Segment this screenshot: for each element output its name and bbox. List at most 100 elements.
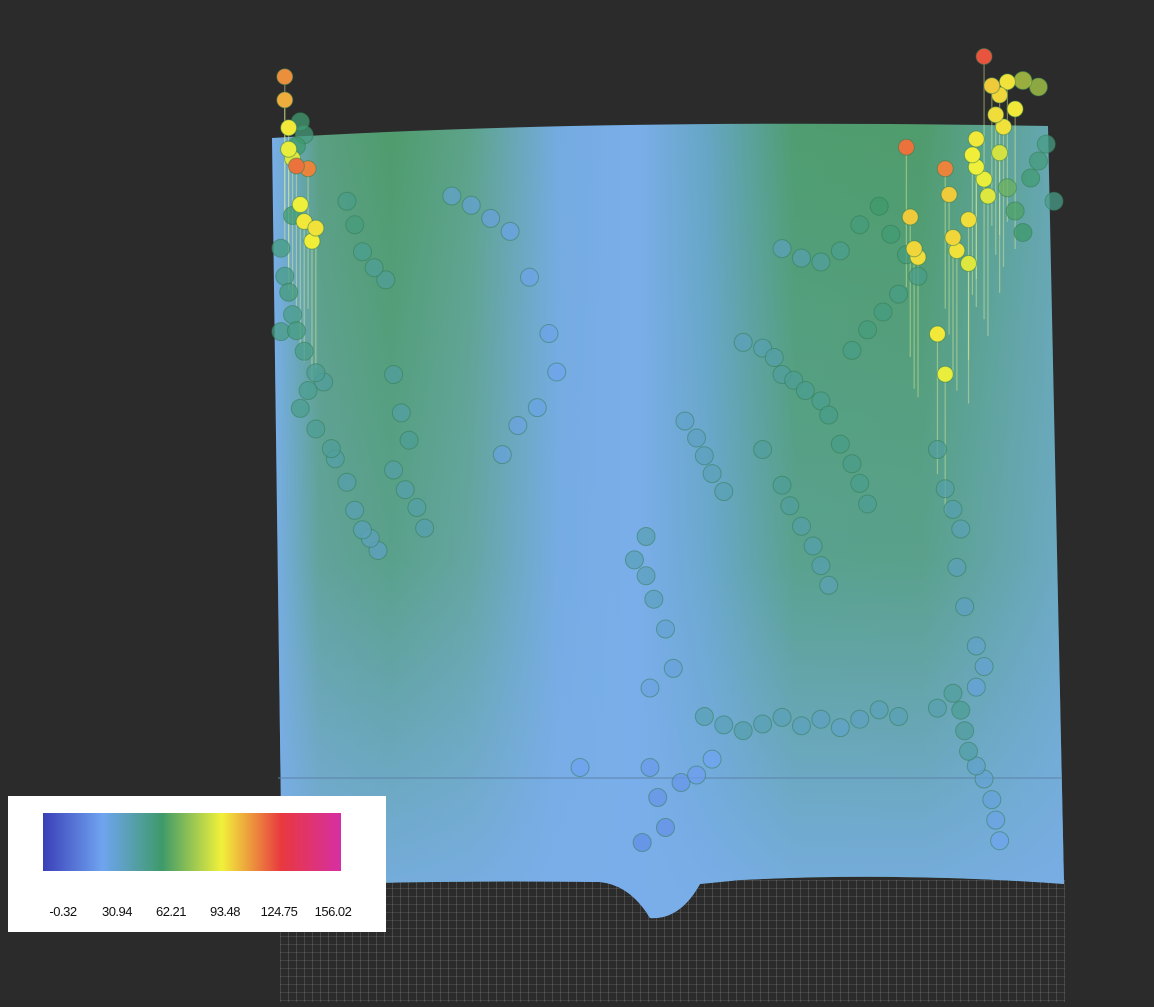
data-point [986,810,1006,830]
data-point [881,224,901,244]
data-point [275,266,295,286]
data-point [1028,151,1048,171]
data-point [963,146,981,164]
data-point [850,709,870,729]
data-point [955,597,975,617]
legend-tick: 156.02 [314,904,352,919]
data-point [1013,222,1033,242]
data-point [675,411,695,431]
data-point [624,550,644,570]
data-point [500,221,520,241]
data-point [286,321,306,341]
legend-tick: 62.21 [155,904,187,919]
data-point [979,187,997,205]
data-point [795,381,815,401]
data-point [858,494,878,514]
data-point [869,196,889,216]
data-point [830,718,850,738]
data-points [271,48,1064,852]
data-point [391,403,411,423]
data-point [811,556,831,576]
data-point [943,683,963,703]
data-point [384,365,404,384]
data-point [830,241,850,261]
data-point [399,430,419,450]
data-point [492,445,512,465]
legend-tick: 124.75 [260,904,298,919]
data-point [753,440,773,459]
data-point [772,239,792,259]
legend-tick: 30.94 [101,904,133,919]
data-point [966,677,986,697]
data-point [951,700,971,720]
data-point [632,833,652,852]
data-point [280,140,298,158]
data-point [842,454,862,474]
data-point [936,160,954,178]
data-point [842,340,862,360]
data-point [966,636,986,656]
data-point [819,575,839,595]
data-point [276,68,294,86]
data-point [527,398,547,418]
data-point [539,324,559,344]
data-point [306,363,326,383]
data-point [395,480,415,500]
data-point [1044,191,1064,211]
data-point [791,516,811,536]
data-point [901,208,919,226]
data-point [702,464,722,484]
data-point [520,267,540,287]
data-point [694,707,714,726]
data-point [791,716,811,736]
data-point [702,749,722,769]
data-point [830,434,850,454]
data-point [656,818,675,837]
data-point [294,341,314,361]
data-point [960,211,978,229]
data-point [671,773,691,792]
data-point [819,405,839,425]
data-point [687,428,707,448]
data-point [271,238,291,258]
data-point [1036,134,1056,154]
color-legend: -0.32 30.94 62.21 93.48 124.75 156.02 [8,796,386,932]
data-point [276,91,294,109]
data-point [640,758,660,777]
data-point [694,446,714,466]
data-point [811,709,831,729]
data-point [753,714,773,734]
data-point [352,520,372,540]
data-point [959,741,979,761]
data-point [337,472,357,492]
data-point [908,266,928,286]
data-point [644,589,664,609]
data-point [947,557,967,577]
data-point [975,170,993,188]
data-point [663,658,683,678]
data-point [858,320,878,340]
data-point [547,362,567,382]
data-point [291,196,309,214]
data-point [991,144,1009,162]
data-point [955,721,975,741]
data-point [944,229,962,247]
data-point [966,756,986,776]
data-point [975,48,993,65]
data-point [960,255,978,272]
data-point [279,282,299,302]
data-point [352,242,372,262]
data-point [990,831,1010,851]
data-point [714,482,734,501]
data-point [415,518,435,538]
data-point [994,118,1012,136]
data-point [974,657,994,677]
data-point [648,788,668,807]
data-point [407,498,427,518]
data-point [442,186,462,206]
data-point [928,325,946,343]
data-point [384,460,404,480]
data-point [905,240,923,258]
data-point [287,157,305,175]
